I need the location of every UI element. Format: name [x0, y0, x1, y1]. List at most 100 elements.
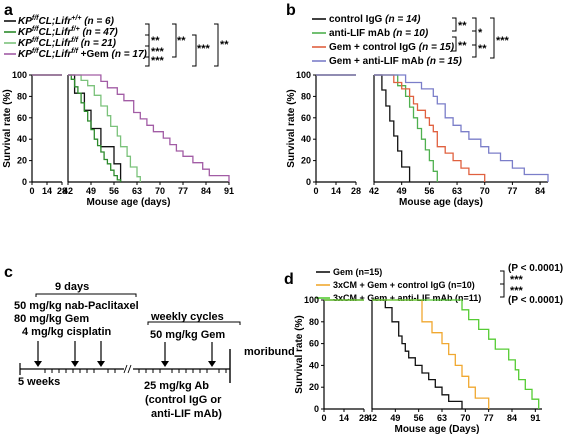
y-tick-label: 20 — [17, 156, 27, 166]
x-tick-label: 0 — [321, 413, 326, 423]
panel-label-c: c — [4, 264, 13, 281]
drug-label: 50 mg/kg nab-Paclitaxel — [14, 300, 139, 312]
duration-bracket — [35, 293, 137, 297]
y-tick-label: 0 — [306, 177, 311, 187]
legend-entry: KPf/fCL;Lifr+/+ (n = 6) — [18, 15, 115, 27]
panel-b: b control IgG (n = 14) anti-LIF mAb (n = … — [286, 2, 549, 208]
sig-label: ** — [458, 20, 467, 32]
y-tick-label: 0 — [22, 177, 27, 187]
legend-entry: 3xCM + Gem + anti-LIF mAb (n=11) — [333, 293, 481, 303]
survival-curve — [32, 74, 122, 182]
antibody-label: (control IgG or — [145, 394, 222, 406]
x-tick-label: 77 — [484, 413, 494, 423]
x-tick-label: 84 — [201, 186, 211, 196]
y-tick-label: 100 — [304, 295, 319, 305]
y-tick-label: 40 — [301, 134, 311, 144]
x-tick-label: 14 — [339, 413, 349, 423]
survival-curve — [324, 299, 463, 409]
survival-curve — [324, 299, 490, 409]
y-tick-label: 40 — [309, 360, 319, 370]
panel-label-a: a — [4, 2, 13, 19]
x-tick-label: 14 — [331, 186, 341, 196]
x-tick-label: 77 — [507, 186, 517, 196]
pvalue-brackets-d — [500, 270, 505, 298]
antibody-label: anti-LIF mAb) — [151, 408, 222, 420]
x-tick-label: 49 — [390, 413, 400, 423]
y-tick-label: 80 — [301, 91, 311, 101]
y-axis-title: Survival rate (%) — [286, 89, 297, 167]
survival-curve — [324, 299, 540, 409]
drug-label: 4 mg/kg cisplatin — [22, 326, 112, 338]
legend-a: KPf/fCL;Lifr+/+ (n = 6)KPf/fCL;Lifrf/+ (… — [4, 15, 148, 60]
survival-curve — [316, 74, 438, 182]
x-tick-label: 0 — [29, 186, 34, 196]
weekly-label: weekly cycles — [150, 311, 224, 323]
y-tick-label: 100 — [12, 70, 27, 80]
legend-entry: anti-LIF mAb (n = 10) — [329, 28, 429, 39]
x-tick-label: 63 — [132, 186, 142, 196]
drug-label: 80 mg/kg Gem — [14, 313, 89, 325]
sig-label: ** — [478, 43, 487, 55]
y-tick-label: 60 — [301, 113, 311, 123]
x-tick-label: 84 — [535, 186, 545, 196]
x-tick-label: 91 — [224, 186, 234, 196]
sig-label: ** — [220, 39, 229, 51]
sig-label: * — [478, 27, 483, 39]
timeline — [19, 341, 231, 383]
pvalue-label: (P < 0.0001) — [508, 295, 563, 306]
legend-entry: Gem + anti-LIF mAb (n = 15) — [329, 56, 462, 67]
panel-a: a KPf/fCL;Lifr+/+ (n = 6)KPf/fCL;Lifrf/+… — [2, 2, 234, 208]
panel-c: c 9 days 50 mg/kg nab-Paclitaxel 80 mg/k… — [4, 264, 295, 420]
x-tick-label: 28 — [359, 413, 369, 423]
significance-brackets-b — [452, 17, 495, 59]
y-tick-label: 20 — [301, 156, 311, 166]
antibody-label: 25 mg/kg Ab — [144, 380, 209, 392]
x-tick-label: 70 — [155, 186, 165, 196]
y-tick-label: 0 — [314, 404, 319, 414]
weekly-bracket — [147, 321, 241, 325]
sig-label: ** — [151, 35, 160, 47]
start-label: 5 weeks — [18, 376, 60, 388]
weekly-dose: 50 mg/kg Gem — [150, 329, 225, 341]
legend-entry: KPf/fCL;Lifrf/f +Gem (n = 17) — [18, 48, 148, 60]
y-axis-title: Survival rate (%) — [2, 89, 13, 167]
survival-curve — [316, 74, 486, 182]
x-tick-label: 28 — [57, 186, 67, 196]
sig-label: ** — [458, 40, 467, 52]
survival-curve — [32, 74, 230, 182]
x-tick-label: 77 — [178, 186, 188, 196]
plot-b: 0 20 40 60 80 100 0 14 28 42 49 56 63 70 77 84 Mouse age… — [286, 70, 549, 208]
y-tick-label: 100 — [296, 70, 311, 80]
endpoint-label: moribund — [244, 346, 295, 358]
panel-label-d: d — [284, 271, 294, 288]
x-axis-title: Mouse age (Days) — [394, 424, 479, 435]
arrowheads — [34, 361, 216, 367]
x-tick-label: 28 — [351, 186, 361, 196]
x-tick-label: 63 — [452, 186, 462, 196]
y-tick-label: 60 — [17, 113, 27, 123]
panel-label-b: b — [286, 2, 296, 19]
x-tick-label: 91 — [530, 413, 540, 423]
x-tick-label: 56 — [424, 186, 434, 196]
x-tick-label: 84 — [507, 413, 517, 423]
x-tick-label: 49 — [86, 186, 96, 196]
sig-label: *** — [151, 55, 165, 67]
y-tick-label: 40 — [17, 134, 27, 144]
legend-d: Gem (n=15) 3xCM + Gem + control IgG (n=10… — [316, 267, 481, 303]
y-tick-label: 80 — [17, 91, 27, 101]
y-tick-label: 60 — [309, 339, 319, 349]
x-tick-label: 70 — [460, 413, 470, 423]
x-axis-title: Mouse age (days) — [399, 197, 483, 208]
legend-entry: control IgG (n = 14) — [329, 14, 421, 25]
sig-label: *** — [510, 285, 524, 297]
pvalue-label: (P < 0.0001) — [508, 263, 563, 274]
ab-tick-marks — [44, 369, 227, 373]
sig-label: *** — [197, 43, 211, 55]
legend-entry: Gem + control IgG (n = 15) — [329, 42, 455, 53]
y-tick-label: 20 — [309, 382, 319, 392]
duration-label: 9 days — [55, 281, 89, 293]
x-tick-label: 49 — [397, 186, 407, 196]
